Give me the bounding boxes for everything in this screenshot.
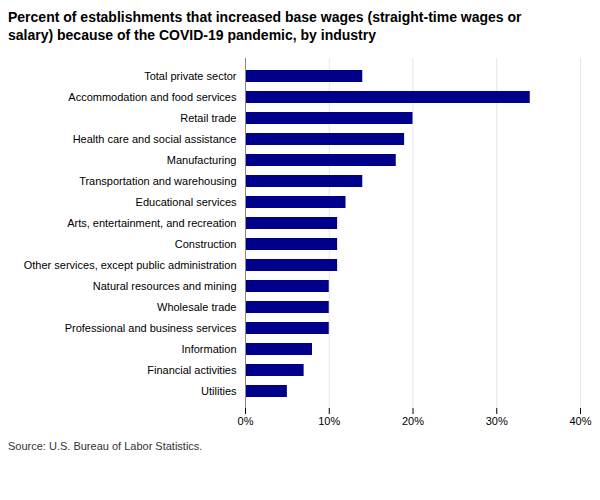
svg-text:Construction: Construction <box>175 238 237 250</box>
svg-text:30%: 30% <box>486 416 508 428</box>
svg-text:0%: 0% <box>238 416 254 428</box>
svg-text:Manufacturing: Manufacturing <box>167 154 237 166</box>
svg-text:10%: 10% <box>318 416 340 428</box>
svg-text:Financial activities: Financial activities <box>147 364 237 376</box>
svg-text:Health care and social assista: Health care and social assistance <box>73 133 237 145</box>
svg-text:Accommodation and food service: Accommodation and food services <box>68 91 237 103</box>
svg-text:Other services, except public: Other services, except public administra… <box>24 259 237 271</box>
svg-text:Educational services: Educational services <box>136 196 237 208</box>
svg-text:Wholesale trade: Wholesale trade <box>157 301 237 313</box>
svg-text:40%: 40% <box>569 416 591 428</box>
html-text:Source: U.S. Bureau of Labor S: Source: U.S. Bureau of Labor Statistics. <box>8 440 203 453</box>
svg-text:Retail trade: Retail trade <box>180 112 236 124</box>
svg-text:Natural resources and mining: Natural resources and mining <box>93 280 237 292</box>
html-text:Percent of establishments that: Percent of establishments that increased… <box>8 9 522 44</box>
svg-text:Utilities: Utilities <box>201 385 237 397</box>
svg-text:Transportation and warehousing: Transportation and warehousing <box>79 175 236 187</box>
svg-text:20%: 20% <box>402 416 424 428</box>
svg-text:Arts, entertainment, and recre: Arts, entertainment, and recreation <box>67 217 236 229</box>
svg-text:Professional and business serv: Professional and business services <box>65 322 237 334</box>
svg-text:Total private sector: Total private sector <box>144 70 237 82</box>
svg-text:Information: Information <box>181 343 236 355</box>
